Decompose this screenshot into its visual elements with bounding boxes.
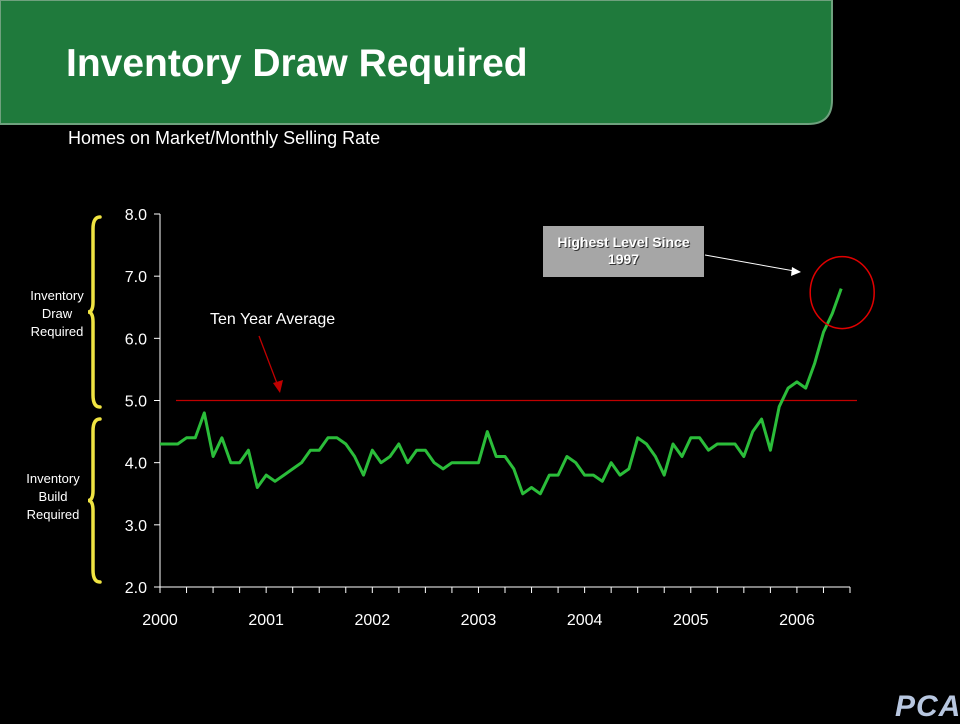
- average-arrow-head: [273, 380, 283, 393]
- draw-required-brace: [87, 215, 102, 409]
- y-tick-label: 5.0: [125, 394, 147, 411]
- y-tick-label: 3.0: [125, 518, 147, 535]
- x-tick-label: 2005: [673, 612, 709, 629]
- homes-on-market-series-line: [160, 288, 843, 496]
- build-required-brace: [87, 417, 102, 584]
- inventory-draw-label: Inventory Draw Required: [30, 288, 84, 339]
- title-banner: [0, 0, 833, 125]
- highest-level-callout: Highest Level Since 1997: [543, 226, 704, 277]
- pca-logo: PCA: [895, 690, 960, 723]
- x-tick-label: 2000: [142, 612, 178, 629]
- x-tick-label: 2006: [779, 612, 815, 629]
- chart-subtitle: Homes on Market/Monthly Selling Rate: [68, 128, 381, 148]
- average-arrow-line: [258, 335, 279, 387]
- y-tick-label: 7.0: [125, 269, 147, 286]
- y-tick-label: 6.0: [125, 331, 147, 348]
- y-tick-label: 8.0: [125, 207, 147, 224]
- highlight-arrow-head: [791, 267, 801, 276]
- x-tick-label: 2002: [355, 612, 391, 629]
- x-tick-label: 2001: [248, 612, 284, 629]
- y-tick-label: 2.0: [125, 580, 147, 597]
- inventory-build-label: Inventory Build Required: [26, 471, 80, 522]
- ten-year-average-label: Ten Year Average: [210, 311, 336, 328]
- y-tick-label: 4.0: [125, 456, 147, 473]
- peak-callout-circle: [809, 255, 875, 330]
- highlight-arrow-line: [704, 254, 801, 273]
- x-tick-label: 2003: [461, 612, 497, 629]
- page-title: Inventory Draw Required: [66, 42, 528, 85]
- x-tick-label: 2004: [567, 612, 603, 629]
